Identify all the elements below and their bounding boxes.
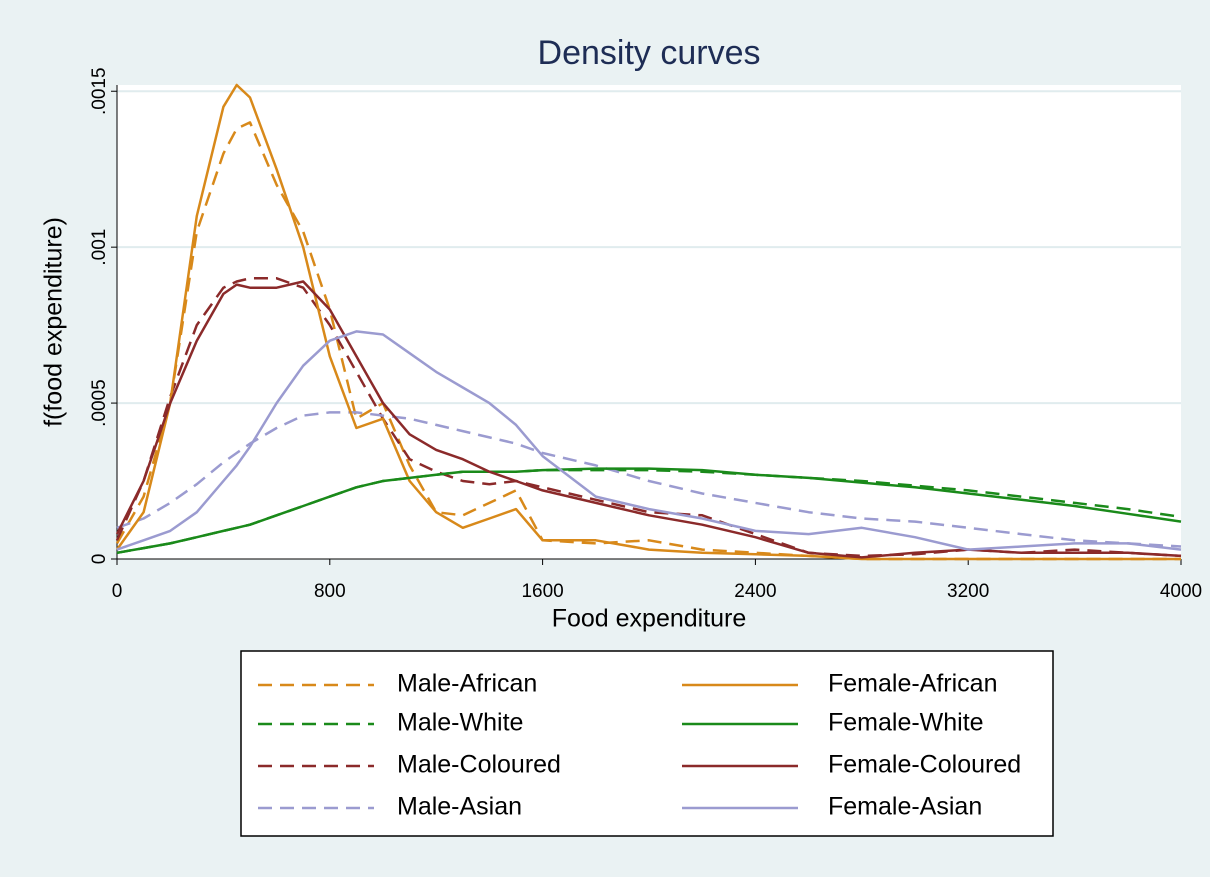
legend-label: Male-White — [397, 709, 523, 737]
y-tick-label: 0 — [89, 554, 110, 565]
legend-label: Male-Asian — [397, 793, 522, 821]
x-tick-label: 0 — [112, 581, 123, 602]
x-tick-label: 1600 — [521, 581, 563, 602]
x-tick-label: 4000 — [1160, 581, 1202, 602]
legend-label: Female-Coloured — [828, 751, 1021, 779]
x-tick-label: 800 — [314, 581, 346, 602]
y-tick-label: .0005 — [89, 379, 110, 427]
legend-label: Male-Coloured — [397, 751, 561, 779]
y-tick-label: .001 — [89, 229, 110, 266]
plot-area — [117, 85, 1181, 559]
x-tick-label: 2400 — [734, 581, 776, 602]
series-line — [116, 411, 1182, 548]
series-line — [115, 83, 1181, 561]
chart-title: Density curves — [538, 34, 761, 72]
legend-label: Female-African — [828, 670, 998, 698]
series-line — [116, 330, 1182, 551]
legend — [240, 650, 1054, 837]
series-line — [115, 280, 1182, 559]
y-axis-label: f(food expenditure) — [40, 217, 68, 427]
legend-label: Male-African — [397, 670, 537, 698]
y-tick-label: .0015 — [89, 67, 110, 115]
series-line — [116, 467, 1182, 555]
x-tick-label: 3200 — [947, 581, 989, 602]
legend-label: Female-Asian — [828, 793, 982, 821]
legend-label: Female-White — [828, 709, 984, 737]
x-axis-label: Food expenditure — [552, 605, 747, 633]
